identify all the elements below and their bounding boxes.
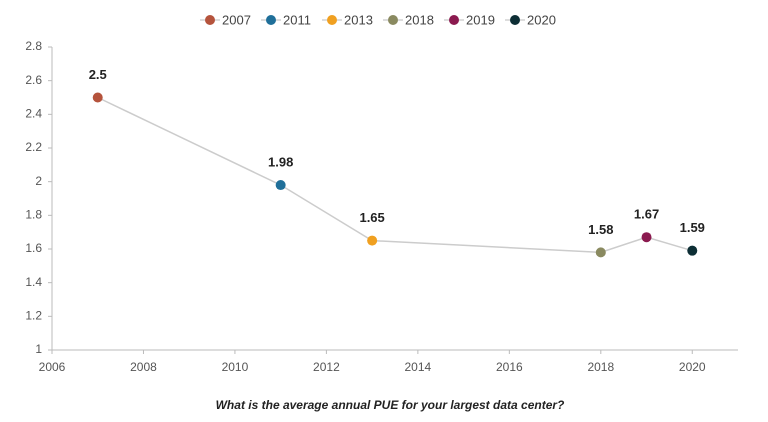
data-point [275, 180, 286, 191]
legend-label: 2020 [527, 12, 556, 27]
legend-label: 2019 [466, 12, 495, 27]
data-label: 2.5 [89, 67, 107, 82]
x-tick-label: 2020 [679, 360, 706, 374]
data-point [92, 92, 103, 103]
legend-label: 2007 [222, 12, 251, 27]
y-tick-label: 1.8 [25, 208, 42, 222]
y-tick-label: 1.4 [25, 275, 42, 289]
y-tick-label: 2.8 [25, 39, 42, 53]
legend-marker [327, 15, 337, 25]
legend-marker [388, 15, 398, 25]
x-tick-label: 2018 [587, 360, 614, 374]
legend-marker [205, 15, 215, 25]
y-tick-label: 2.2 [25, 140, 42, 154]
legend-label: 2013 [344, 12, 373, 27]
x-tick-label: 2012 [313, 360, 340, 374]
x-tick-label: 2008 [130, 360, 157, 374]
data-label: 1.67 [634, 207, 659, 222]
x-tick-label: 2010 [222, 360, 249, 374]
data-label: 1.58 [588, 222, 613, 237]
y-tick-label: 1 [35, 342, 42, 356]
x-tick-label: 2006 [39, 360, 66, 374]
data-label: 1.65 [359, 210, 384, 225]
y-tick-label: 1.6 [25, 241, 42, 255]
data-line [97, 96, 693, 254]
legend-label: 2018 [405, 12, 434, 27]
legend-marker [510, 15, 520, 25]
x-tick-label: 2014 [405, 360, 432, 374]
data-point [595, 247, 606, 258]
y-tick-label: 1.2 [25, 309, 42, 323]
data-label: 1.59 [680, 220, 705, 235]
x-tick-label: 2016 [496, 360, 523, 374]
data-point [641, 232, 652, 243]
y-tick-label: 2.6 [25, 73, 42, 87]
legend-marker [266, 15, 276, 25]
data-label: 1.98 [268, 154, 293, 169]
legend-marker [449, 15, 459, 25]
x-axis-label: What is the average annual PUE for your … [216, 398, 565, 412]
data-point [367, 235, 378, 246]
y-tick-label: 2 [35, 174, 42, 188]
legend-label: 2011 [283, 12, 311, 27]
y-tick-label: 2.4 [25, 107, 42, 121]
data-point [687, 245, 698, 256]
